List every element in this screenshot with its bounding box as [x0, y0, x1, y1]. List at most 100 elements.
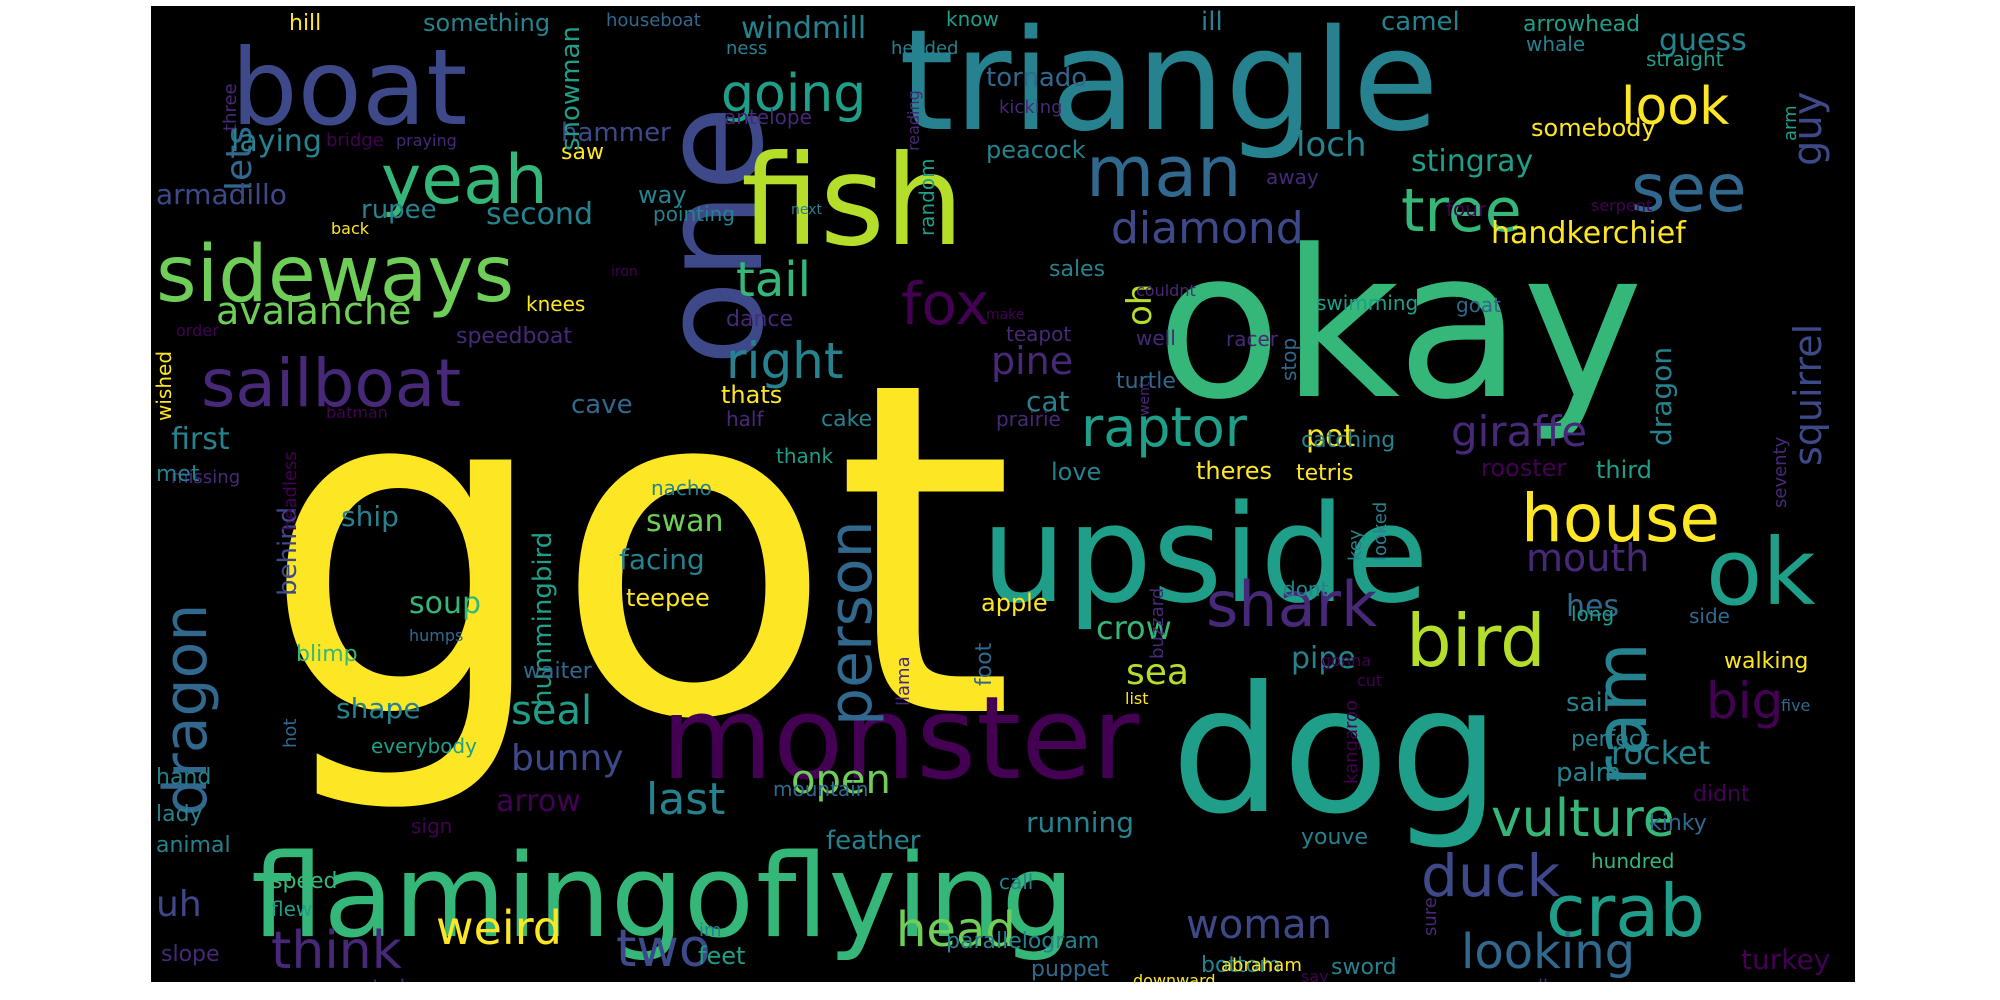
word-cloud-panel: got okay triangle one dog fish flamingo flying u… [151, 6, 1855, 982]
cloud-word-thats: thats [721, 381, 782, 409]
cloud-word-see: see [1631, 150, 1747, 227]
cloud-word-say: say [1301, 967, 1329, 982]
cloud-background [151, 6, 1855, 982]
cloud-word-order: order [176, 321, 219, 340]
cloud-word-peacock: peacock [986, 136, 1086, 164]
cloud-word-apple: apple [981, 589, 1048, 617]
cloud-word-tornado: tornado [986, 63, 1087, 93]
cloud-word-nacho: nacho [651, 476, 712, 500]
cloud-word-man: man [1086, 131, 1241, 213]
cloud-word-swimming: swimming [1316, 291, 1418, 315]
cloud-word-tetris: tetris [1296, 461, 1353, 486]
cloud-word-batman: batman [326, 403, 388, 422]
cloud-word-didnt: didnt [1693, 782, 1750, 807]
cloud-word-saw: saw [561, 140, 604, 165]
cloud-word-abraham: abraham [1221, 955, 1302, 976]
cloud-word-triangle: triangle [899, 6, 1439, 163]
cloud-word-flamingo: flamingo [251, 830, 754, 964]
cloud-word-goat: goat [1456, 293, 1501, 317]
cloud-word-crab: crab [1546, 869, 1705, 953]
cloud-word-gonna: gonna [1321, 651, 1371, 670]
cloud-word-humps: humps [409, 626, 463, 645]
cloud-word-list: list [1125, 689, 1149, 708]
cloud-word-well: well [1136, 326, 1176, 350]
cloud-word-cave: cave [571, 390, 633, 420]
cloud-word-seal: seal [511, 688, 592, 734]
cloud-word-soup: soup [409, 586, 481, 621]
cloud-word-call: call [999, 870, 1033, 894]
cloud-word-antelope: antelope [724, 105, 812, 129]
cloud-word-arrowhead: arrowhead [1523, 12, 1640, 37]
cloud-word-puppet: puppet [1031, 957, 1109, 982]
cloud-word-second: second [486, 197, 593, 232]
cloud-word-waiter: waiter [523, 659, 593, 684]
cloud-word-speedboat: speedboat [456, 324, 572, 349]
cloud-word-rooster: rooster [1481, 454, 1566, 482]
cloud-word-ness: ness [726, 38, 767, 59]
cloud-word-shark: shark [1206, 568, 1377, 641]
cloud-word-bridge: bridge [326, 130, 384, 151]
cloud-word-four: four [1446, 197, 1487, 221]
cloud-word-guy: guy [1785, 92, 1831, 166]
cloud-word-turtle: turtle [1116, 369, 1176, 394]
cloud-word-two: two [616, 919, 711, 979]
cloud-word-headed: headed [891, 38, 958, 59]
cloud-word-pointing: pointing [653, 202, 735, 226]
cloud-word-fish: fish [741, 129, 964, 274]
cloud-word-kinky: kinky [1649, 811, 1707, 836]
cloud-word-raptor: raptor [1081, 396, 1248, 459]
cloud-word-wanted: wanted [331, 975, 405, 982]
cloud-word-back: back [331, 219, 370, 238]
cloud-word-cake: cake [821, 407, 872, 432]
cloud-word-yeah: yeah [381, 141, 548, 220]
cloud-word-got: got [261, 285, 1015, 820]
cloud-word-one: one [632, 105, 795, 366]
cloud-word-cat: cat [1026, 385, 1070, 418]
cloud-word-hundred: hundred [1591, 849, 1675, 873]
cloud-word-facing: facing [619, 543, 705, 576]
cloud-word-flew: flew [271, 897, 312, 921]
cloud-word-avalanche: avalanche [216, 289, 411, 333]
cloud-word-buzzard: buzzard [1147, 588, 1168, 659]
cloud-word-hand: hand [156, 765, 211, 790]
cloud-word-rocket: rocket [1611, 734, 1710, 772]
cloud-word-im: im [699, 920, 722, 941]
cloud-word-tree: tree [1401, 176, 1522, 246]
cloud-word-ok: ok [1706, 519, 1816, 626]
cloud-word-laying: laying [231, 124, 322, 159]
cloud-word-open: open [791, 757, 891, 803]
cloud-word-five: five [1781, 696, 1810, 715]
cloud-word-dance: dance [726, 307, 793, 332]
cloud-word-pot: pot [1306, 419, 1355, 454]
cloud-word-reading: reading [904, 90, 923, 151]
cloud-word-uh: uh [156, 884, 202, 925]
cloud-word-weird: weird [436, 901, 562, 955]
cloud-word-bottom: bottom [1201, 953, 1281, 978]
cloud-word-sure: sure [1420, 897, 1441, 936]
cloud-word-hot: hot [280, 719, 301, 748]
cloud-word-slope: slope [161, 942, 220, 967]
cloud-word-half: half [726, 407, 764, 431]
cloud-word-speed: speed [271, 869, 337, 894]
cloud-word-straight: straight [1646, 47, 1724, 71]
cloud-word-sailboat: sailboat [201, 345, 461, 422]
cloud-word-loch: loch [1296, 125, 1367, 165]
cloud-word-running: running [1026, 806, 1134, 839]
cloud-word-seventy: seventy [1770, 436, 1791, 508]
cloud-word-squirrel: squirrel [1786, 324, 1830, 466]
cloud-word-going: going [721, 64, 866, 124]
cloud-word-shape: shape [336, 692, 421, 725]
cloud-word-snowman: snowman [556, 26, 586, 151]
cloud-word-hill: hill [289, 11, 321, 36]
cloud-word-big: big [1706, 672, 1783, 730]
cloud-word-way: way [638, 181, 687, 209]
cloud-word-dog: dog [1171, 650, 1500, 853]
cloud-word-crow: crow [1096, 609, 1172, 647]
cloud-word-third: third [1596, 456, 1652, 484]
cloud-word-first: first [171, 422, 230, 457]
cloud-word-kangaroo: kangaroo [1341, 700, 1362, 784]
cloud-word-went: went [1137, 381, 1153, 416]
cloud-word-stingray: stingray [1411, 144, 1533, 179]
cloud-word-bird: bird [1406, 599, 1546, 683]
word-cloud: got okay triangle one dog fish flamingo flying u… [151, 6, 1855, 982]
